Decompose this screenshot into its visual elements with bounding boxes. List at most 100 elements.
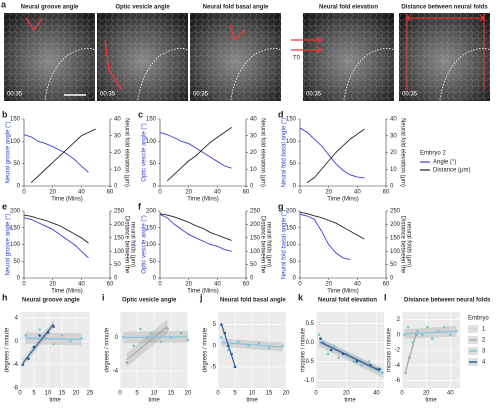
y-tick-label: 100: [146, 242, 157, 248]
point: [449, 333, 452, 337]
y-tick-label: 150: [286, 225, 297, 231]
outline: [44, 47, 96, 101]
x-tick-label: 20: [343, 391, 350, 397]
y-tick-label: 100: [114, 249, 125, 255]
y-tick-label: 0: [114, 184, 118, 190]
point: [360, 363, 363, 367]
point: [367, 360, 371, 363]
point: [60, 334, 64, 337]
x-tick-label: 40: [214, 190, 221, 196]
point: [430, 337, 434, 340]
x-tick-label: 40: [354, 190, 361, 196]
y-tick-label: 30: [250, 133, 257, 139]
x-axis-label: time: [49, 398, 61, 404]
legend-label: 3: [482, 349, 486, 355]
time-stamp: 00:35: [193, 92, 209, 98]
series-line: [159, 213, 232, 241]
x-tick-label: 0: [314, 391, 318, 397]
y-tick-label: 10: [250, 167, 257, 173]
x-axis-label: time: [148, 398, 160, 404]
x-tick-label: 20: [73, 391, 80, 397]
image-title: Optic vesicle angle: [115, 5, 170, 11]
y-axis-label: degrees / minute: [105, 327, 111, 372]
legend-title: Embryo: [468, 316, 489, 322]
point: [179, 331, 183, 335]
y-tick-label: -4: [13, 362, 19, 368]
x-axis-label: Time (Mins): [51, 197, 82, 203]
y-tick-label: 5: [213, 322, 217, 328]
y-tick-label: 0: [390, 276, 394, 282]
x-tick-label: 0: [216, 391, 220, 397]
chart-title: Neural groove angle: [22, 298, 80, 304]
y-tick-label: 100: [10, 242, 21, 248]
y-axis-label: microns / minute: [301, 327, 307, 372]
y-tick-label: 0: [17, 184, 21, 190]
point: [52, 325, 55, 328]
image-title: Neural fold basal angle: [203, 5, 269, 11]
time-stamp: 00:35: [306, 92, 322, 98]
point: [21, 363, 25, 366]
point: [149, 331, 152, 335]
x-tick-label: 20: [49, 190, 56, 196]
point: [326, 352, 330, 356]
y-tick-label: 20: [114, 150, 121, 156]
x-tick-label: 20: [185, 282, 192, 288]
y-tick-label: -6: [395, 378, 401, 384]
y-tick-label: 200: [10, 209, 21, 215]
panel-letter: b: [2, 109, 8, 119]
x-tick-label: 10: [249, 391, 256, 397]
angle-marker: [229, 24, 246, 42]
x-tick-label: 0: [298, 282, 302, 288]
y-tick-label: 100: [286, 242, 297, 248]
point: [139, 327, 142, 331]
y-tick-label: 0: [250, 184, 254, 190]
y-tick-label: -4: [395, 363, 401, 369]
legend-label: Angle (°): [433, 160, 456, 166]
panel-letter: k: [298, 292, 304, 302]
time-stamp: 00:35: [100, 92, 116, 98]
y-tick-label: 50: [289, 161, 296, 167]
y-tick-label: 150: [10, 117, 21, 123]
y-axis-label: Optic vesicle angle (°): [142, 215, 148, 273]
micrograph-texture: [4, 13, 95, 101]
y-tick-label: 50: [114, 262, 121, 268]
y-tick-label: 0: [390, 184, 394, 190]
y-tick-label: -8: [13, 386, 19, 392]
y-tick-label: 250: [250, 209, 261, 215]
y-axis-label: degrees / minute: [5, 327, 11, 372]
y-tick-label: 200: [286, 209, 297, 215]
arrow: [291, 36, 322, 54]
point: [416, 329, 420, 333]
y-tick-label: 150: [146, 117, 157, 123]
y-tick-label: 30: [390, 133, 397, 139]
y-axis-label: Neural groove angle (°): [6, 213, 12, 275]
panel-letter: e: [2, 201, 7, 211]
panel-letter: j: [199, 292, 203, 302]
y-axis-label: Optic vesicle angle (°): [142, 123, 148, 181]
y-tick-label: 250: [114, 209, 125, 215]
point: [257, 342, 261, 345]
fit-line: [123, 336, 189, 339]
y-tick-label: 20: [250, 150, 257, 156]
y-tick-label: 0: [213, 343, 217, 349]
x-tick-label: 15: [168, 391, 175, 397]
chart-title: Distance between neural folds: [404, 298, 491, 304]
x-tick-label: 0: [18, 391, 22, 397]
x-tick-label: 40: [78, 282, 85, 288]
legend-label: 2: [482, 338, 486, 344]
y2-axis-label: neural folds (μm): [129, 222, 135, 267]
point: [337, 356, 340, 359]
outline: [439, 47, 491, 101]
x-tick-label: 60: [383, 282, 390, 288]
outline: [137, 47, 189, 101]
panel-letter: i: [102, 292, 105, 302]
x-tick-label: 10: [151, 391, 158, 397]
x-tick-label: 20: [423, 391, 430, 397]
legend-label: 4: [482, 360, 486, 366]
x-tick-label: 15: [59, 391, 66, 397]
x-tick-label: 60: [107, 282, 114, 288]
legend-title: Embryo 2: [420, 151, 446, 157]
y-tick-label: 0: [153, 184, 157, 190]
x-axis-label: Time (Mins): [187, 289, 218, 295]
fit-line: [22, 323, 55, 364]
